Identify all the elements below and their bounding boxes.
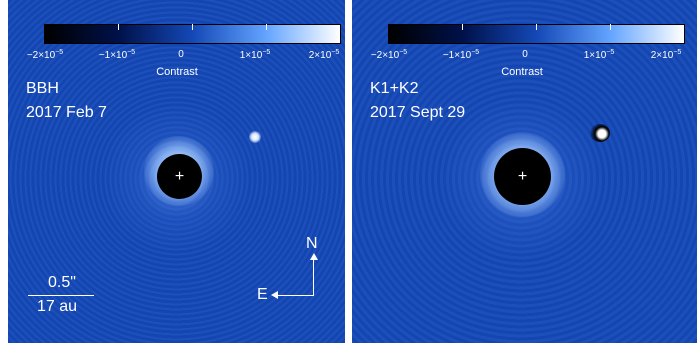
right-panel: −2×10−5 −1×10−5 0 1×10−5 2×10−5 Contrast…: [352, 0, 697, 343]
left-panel: −2×10−5 −1×10−5 0 1×10−5 2×10−5 Contrast…: [8, 0, 345, 343]
scale-angular-label: 0.5": [48, 274, 76, 291]
colorbar-title: Contrast: [501, 66, 543, 78]
colorbar-ticklabel: −1×10−5: [98, 49, 136, 61]
north-arrow-head: [310, 253, 318, 260]
left-colorbar-ticklabels: −2×10−5 −1×10−5 0 1×10−5 2×10−5: [18, 49, 345, 63]
right-colorbar: [388, 24, 685, 44]
colorbar-ticklabel: −2×10−5: [370, 49, 408, 61]
east-arrow-head: [271, 291, 278, 299]
colorbar-title: Contrast: [156, 66, 198, 78]
right-colorbar-ticklabels: −2×10−5 −1×10−5 0 1×10−5 2×10−5: [362, 49, 697, 63]
colorbar-ticklabel: 0: [522, 49, 528, 60]
star-position-marker: +: [517, 167, 528, 185]
date-label: 2017 Feb 7: [26, 104, 107, 121]
star-position-marker: +: [174, 167, 185, 185]
east-arrow-line: [276, 295, 314, 296]
colorbar-tick: [118, 24, 119, 30]
planet-point-source: [590, 124, 610, 142]
planet-point-source: [249, 131, 261, 143]
colorbar-ticklabel: 2×10−5: [650, 49, 682, 61]
colorbar-tick: [192, 24, 193, 30]
colorbar-tick: [462, 24, 463, 30]
colorbar-ticklabel: 0: [178, 49, 184, 60]
scale-bar: [28, 295, 94, 296]
scale-physical-label: 17 au: [37, 298, 78, 315]
coronagraph-mask: +: [494, 148, 551, 205]
colorbar-tick: [266, 24, 267, 30]
colorbar-ticklabel: 2×10−5: [308, 49, 340, 61]
colorbar-tick: [536, 24, 537, 30]
band-label: K1+K2: [370, 80, 419, 97]
band-label: BBH: [26, 80, 59, 97]
compass-east-label: E: [257, 286, 268, 303]
colorbar-tick: [610, 24, 611, 30]
compass-north-label: N: [306, 235, 318, 252]
colorbar-ticklabel: 1×10−5: [239, 49, 271, 61]
date-label: 2017 Sept 29: [370, 104, 466, 121]
north-arrow-line: [313, 258, 314, 296]
coronagraph-mask: +: [157, 154, 202, 199]
left-colorbar: [44, 24, 341, 44]
colorbar-ticklabel: −1×10−5: [442, 49, 480, 61]
colorbar-ticklabel: 1×10−5: [583, 49, 615, 61]
colorbar-ticklabel: −2×10−5: [26, 49, 64, 61]
